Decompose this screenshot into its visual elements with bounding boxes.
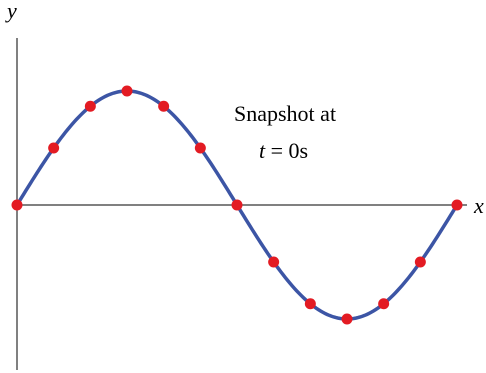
sample-point [194,142,206,154]
sample-point [231,199,243,211]
annotation-line1: Snapshot at [234,101,336,126]
sample-point [121,85,133,97]
sample-points [11,85,463,325]
sample-point [304,298,316,310]
sample-point [268,256,280,268]
sample-point [414,256,426,268]
time-variable: t [259,138,266,163]
y-axis-label: y [5,0,17,23]
annotation-line2: t = 0s [259,138,308,163]
sample-point [84,100,96,112]
sample-point [158,100,170,112]
time-value: = 0s [265,138,308,163]
sample-point [48,142,60,154]
sample-point [451,199,463,211]
sample-point [378,298,390,310]
x-axis-label: x [473,193,484,218]
sample-point [11,199,23,211]
sample-point [341,313,353,325]
